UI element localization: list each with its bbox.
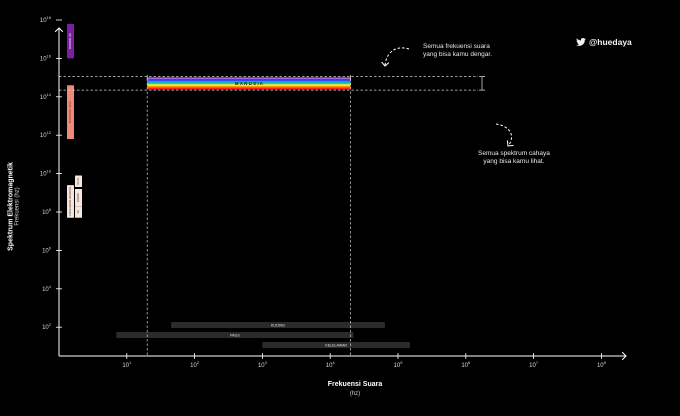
em-band-bar xyxy=(67,185,74,218)
light-annotation-arrow xyxy=(495,123,512,146)
light-annotation-line-2: yang bisa kamu lihat. xyxy=(483,158,545,165)
spectrum-stripe xyxy=(147,79,351,82)
sound-range-label: PAUS xyxy=(230,333,240,337)
sound-range-bar xyxy=(171,322,385,328)
x-tick-label: 103 xyxy=(258,360,268,369)
visible-light-band: M A N U S I A xyxy=(147,77,351,90)
y-axis-title-text: Spektrum Elektromagnetik xyxy=(7,162,15,251)
em-band-label: TV xyxy=(76,210,80,214)
spectrum-stripe xyxy=(147,84,351,87)
y-axis-unit: Frekuensi (hz) xyxy=(14,187,21,226)
x-tick-label: 108 xyxy=(597,360,607,369)
y-tick-label: 1012 xyxy=(40,130,52,139)
twitter-bird-icon xyxy=(576,38,586,46)
sound-annotation-line-1: Semua frekuensi suara xyxy=(423,43,490,50)
em-band-bar xyxy=(67,23,74,59)
em-band-label: RADIASI UV xyxy=(68,33,72,49)
em-band-bar xyxy=(75,175,82,188)
y-tick-label: 1016 xyxy=(40,53,52,62)
sound-range-label: KUCING xyxy=(271,323,285,327)
x-tick-label: 106 xyxy=(461,360,471,369)
light-annotation: Semua spektrum cahaya yang bisa kamu lih… xyxy=(478,150,550,166)
x-tick-label: 104 xyxy=(326,360,336,369)
sound-range-bar xyxy=(262,342,410,348)
em-band: WI-FI xyxy=(75,175,82,188)
sound-range: PAUS xyxy=(116,332,354,338)
twitter-handle-text: @huedaya xyxy=(589,37,632,47)
em-band: TELESCOP JAUH xyxy=(67,85,74,140)
y-tick-label: 1014 xyxy=(40,92,52,101)
y-tick-label: 1010 xyxy=(40,169,52,178)
spectrum-stripe xyxy=(147,77,351,80)
spectrum-stripe xyxy=(147,80,351,83)
em-band-label: TELESCOP JAUH xyxy=(68,101,72,124)
sound-annotation: Semua frekuensi suara yang bisa kamu den… xyxy=(423,43,492,59)
em-band-bar xyxy=(75,206,82,218)
x-tick-label: 102 xyxy=(190,360,200,369)
light-annotation-line-1: Semua spektrum cahaya xyxy=(478,150,550,157)
visible-light-label: M A N U S I A xyxy=(235,81,264,86)
sound-range: KUCING xyxy=(171,322,385,328)
sound-range: KELELAWAR xyxy=(262,342,410,348)
sound-annotation-line-2: yang bisa kamu dengar. xyxy=(423,51,493,58)
x-tick-label: 107 xyxy=(529,360,539,369)
twitter-handle[interactable]: @huedaya xyxy=(576,37,632,47)
sound-annotation-arrow xyxy=(385,47,410,66)
em-band: RADIASI UV xyxy=(67,23,74,59)
y-tick-label: 104 xyxy=(42,284,52,293)
y-axis-title: Spektrum Elektromagnetik Frekuensi (hz) xyxy=(8,127,21,287)
spectrum-stripe xyxy=(147,87,351,90)
em-band: FREKUENSI RENDAH xyxy=(67,185,74,218)
y-tick-label: 106 xyxy=(42,245,52,254)
x-tick-label: 101 xyxy=(122,360,132,369)
x-axis-title: Frekuensi Suara xyxy=(327,381,383,388)
em-band-bar xyxy=(67,85,74,140)
em-band-label: FREKUENSI RENDAH xyxy=(68,187,72,216)
sound-range-bar xyxy=(116,332,354,338)
x-axis-unit: (hz) xyxy=(349,391,361,397)
spectrum-stripe xyxy=(147,85,351,88)
em-band-label: RADIO xyxy=(76,192,80,202)
em-band-bar xyxy=(75,188,82,207)
em-band: RADIO xyxy=(75,188,82,207)
y-tick-label: 102 xyxy=(42,322,52,331)
sound-range-label: KELELAWAR xyxy=(325,343,347,347)
x-tick-label: 105 xyxy=(394,360,404,369)
em-band: TV xyxy=(75,206,82,218)
em-band-label: WI-FI xyxy=(76,178,80,185)
y-tick-label: 108 xyxy=(42,207,52,216)
spectrum-stripe xyxy=(147,82,351,85)
y-tick-label: 1018 xyxy=(40,15,52,24)
